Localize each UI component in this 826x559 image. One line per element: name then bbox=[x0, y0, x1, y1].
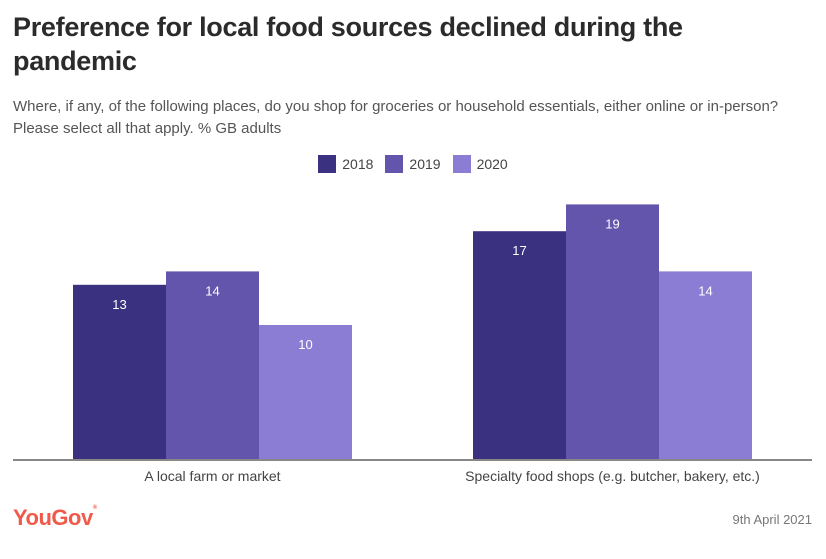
data-label-2018-1: 17 bbox=[512, 243, 526, 258]
chart-title: Preference for local food sources declin… bbox=[13, 12, 683, 76]
bar-2020-1 bbox=[659, 271, 752, 459]
data-label-2019-1: 19 bbox=[605, 216, 619, 231]
publish-date: 9th April 2021 bbox=[732, 512, 812, 527]
legend-item-2020: 2020 bbox=[452, 155, 508, 173]
legend: 2018 2019 2020 bbox=[0, 155, 826, 173]
yougov-logo: YouGov® bbox=[13, 505, 97, 531]
legend-item-2019: 2019 bbox=[385, 155, 441, 173]
category-label-0: A local farm or market bbox=[144, 468, 280, 484]
logo-text: YouGov bbox=[13, 505, 93, 530]
legend-swatch-2020 bbox=[452, 155, 471, 173]
legend-swatch-2019 bbox=[385, 155, 404, 173]
data-label-2020-1: 14 bbox=[698, 283, 712, 298]
bar-2020-0 bbox=[259, 325, 352, 459]
legend-item-2018: 2018 bbox=[318, 155, 373, 173]
bar-2018-1 bbox=[473, 231, 566, 459]
legend-label-2020: 2020 bbox=[476, 156, 508, 172]
legend-label-2019: 2019 bbox=[409, 156, 441, 172]
bar-2018-0 bbox=[73, 284, 166, 459]
bar-2019-0 bbox=[166, 271, 259, 459]
bar-2019-1 bbox=[566, 204, 659, 459]
data-label-2020-0: 10 bbox=[298, 337, 312, 352]
data-label-2018-0: 13 bbox=[112, 297, 126, 312]
legend-label-2018: 2018 bbox=[342, 156, 374, 172]
chart-subtitle: Where, if any, of the following places, … bbox=[13, 98, 779, 137]
data-label-2019-0: 14 bbox=[205, 283, 219, 298]
registered-mark: ® bbox=[92, 505, 97, 511]
category-label-1: Specialty food shops (e.g. butcher, bake… bbox=[465, 468, 760, 484]
legend-swatch-2018 bbox=[318, 155, 337, 173]
